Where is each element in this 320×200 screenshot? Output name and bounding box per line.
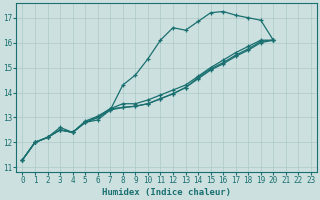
X-axis label: Humidex (Indice chaleur): Humidex (Indice chaleur) xyxy=(102,188,231,197)
